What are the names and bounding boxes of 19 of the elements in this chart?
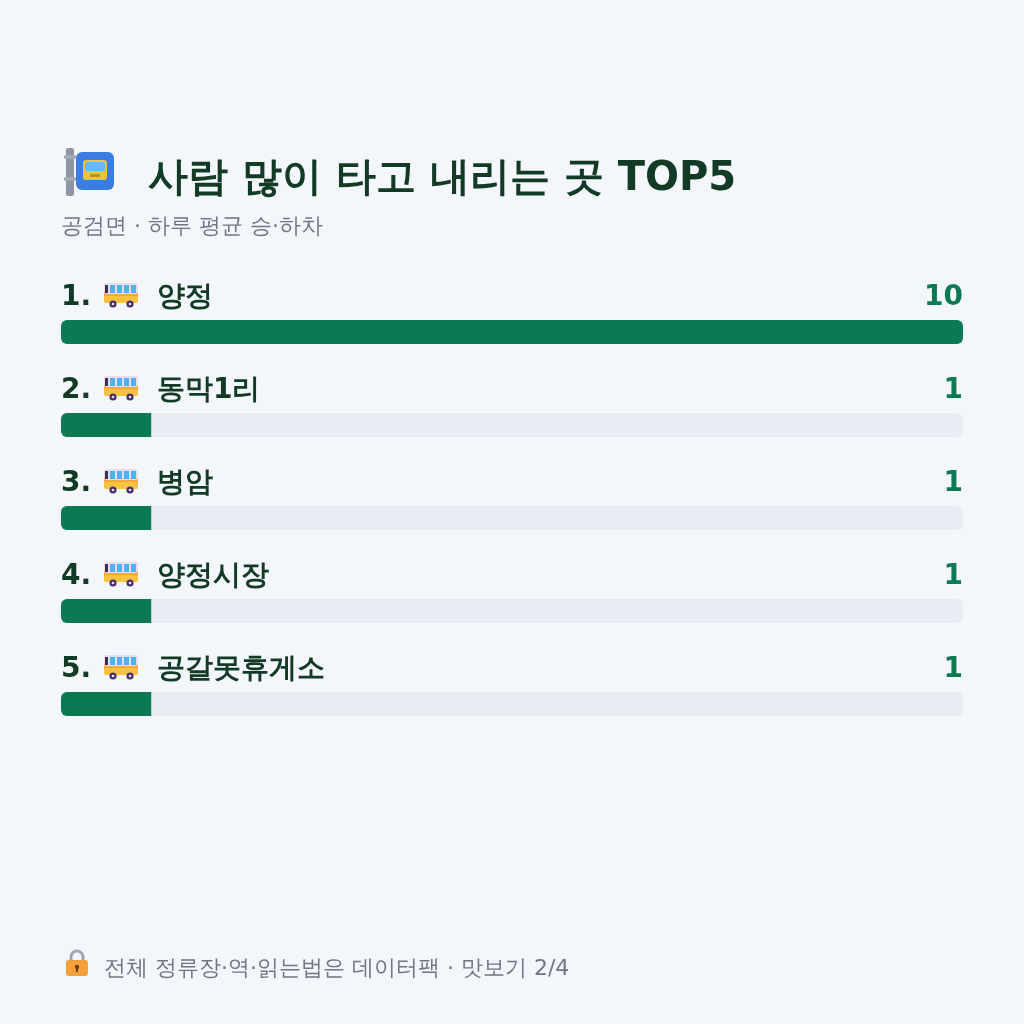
header: 사람 많이 타고 내리는 곳 TOP5 공검면 · 하루 평균 승·하차 — [61, 148, 737, 238]
annotation: 4. — [61, 558, 92, 591]
chart-subtitle: 공검면 · 하루 평균 승·하차 — [61, 213, 323, 238]
y-tick-label: 동막1리 — [157, 372, 261, 405]
data-label: 1 — [943, 558, 963, 591]
data-label: 1 — [943, 372, 963, 405]
y-tick-label: 양정 — [157, 279, 213, 312]
data-label: 10 — [924, 279, 963, 312]
y-tick-label: 공갈못휴게소 — [157, 651, 325, 684]
footer: 전체 정류장·역·읽는법은 데이터팩 · 맛보기 2/4 — [66, 949, 570, 980]
chart-title: 사람 많이 타고 내리는 곳 TOP5 — [148, 153, 737, 199]
annotation: 2. — [61, 372, 92, 405]
data-label: 1 — [943, 651, 963, 684]
annotation: 5. — [61, 651, 92, 684]
data-label: 1 — [943, 465, 963, 498]
y-tick-label: 양정시장 — [157, 558, 269, 591]
annotation: 1. — [61, 279, 92, 312]
y-tick-label: 병암 — [157, 465, 213, 498]
annotation: 3. — [61, 465, 92, 498]
